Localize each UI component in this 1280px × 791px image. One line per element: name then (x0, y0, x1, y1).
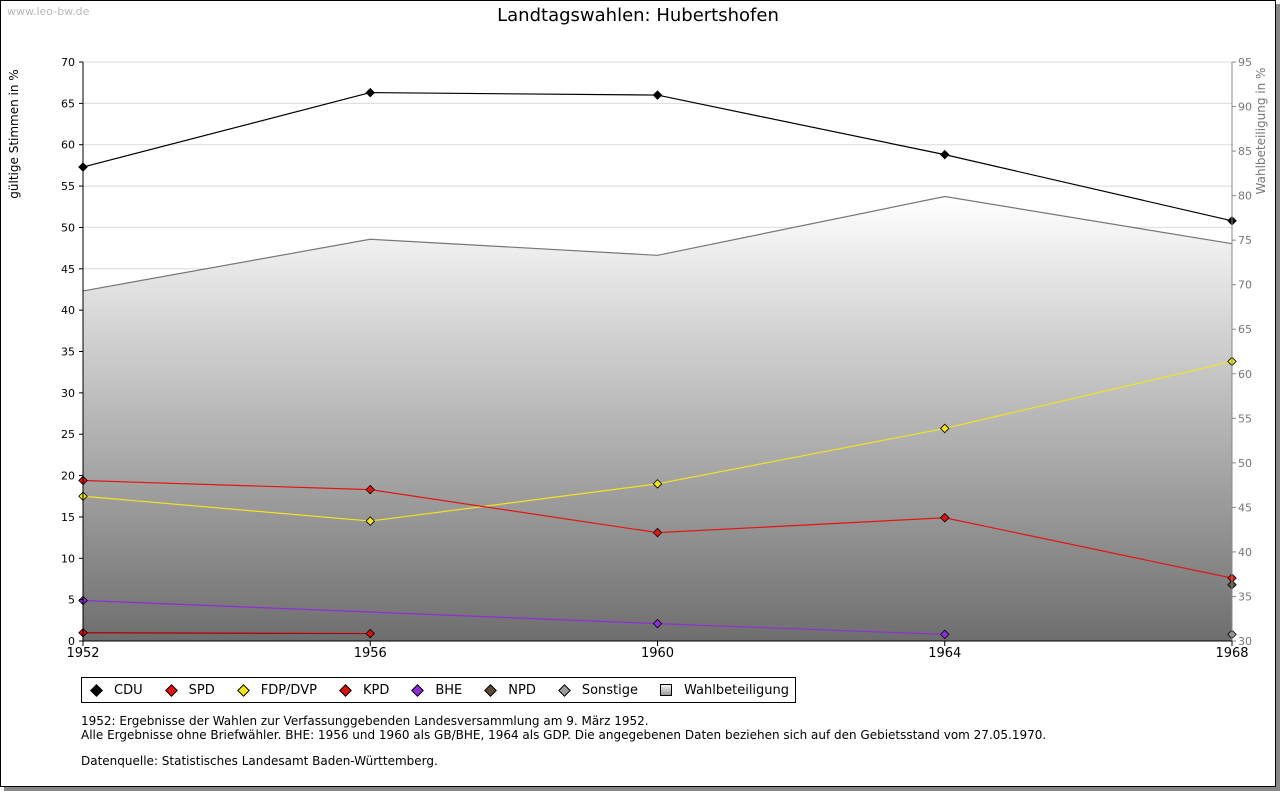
y-right-tick-label: 50 (1238, 457, 1252, 470)
legend-label: SPD (188, 682, 215, 698)
legend-label: FDP/DVP (260, 682, 317, 698)
footnote-1952: 1952: Ergebnisse der Wahlen zur Verfassu… (81, 714, 649, 728)
data-point-spd (652, 527, 663, 538)
legend-item-bhe: BHE (411, 683, 462, 698)
series-line-spd (944, 517, 1233, 579)
y-left-tick-label: 20 (61, 470, 75, 483)
legend-label: BHE (435, 682, 463, 698)
data-point-kpd (365, 628, 376, 639)
legend-item-npd: NPD (484, 683, 536, 698)
series-line-fdp-dvp (370, 483, 658, 522)
y-left-tick-label: 60 (61, 139, 75, 152)
x-tick-label: 1960 (641, 646, 674, 661)
legend-marker-icon (484, 683, 498, 697)
data-point-spd (365, 484, 376, 495)
y-left-tick-label: 50 (61, 221, 75, 234)
y-right-tick-label: 80 (1238, 190, 1252, 203)
legend-marker-icon (164, 683, 178, 697)
data-point-fdp-dvp (652, 479, 663, 489)
legend-label: NPD (508, 682, 536, 698)
series-line-cdu (370, 92, 658, 96)
y-right-tick-label: 55 (1238, 412, 1252, 425)
y-left-tick-label: 55 (61, 180, 75, 193)
series-line-cdu (657, 94, 945, 156)
series-line-fdp-dvp (657, 427, 945, 485)
y-right-tick-label: 90 (1238, 101, 1252, 114)
y-left-tick-label: 25 (61, 428, 75, 441)
series-line-kpd (82, 632, 371, 635)
y-left-tick-label: 35 (61, 346, 75, 359)
watermark: www.leo-bw.de (7, 5, 90, 18)
series-line-fdp-dvp (82, 495, 371, 522)
chart-plot: 0 5 10 15 20 25 30 35 40 45 50 55 60 65 70 30 35 40 45 50 55… (7, 56, 1268, 661)
y-right-tick-label: 60 (1238, 368, 1252, 381)
data-point-cdu (365, 87, 376, 98)
series-line-fdp-dvp (944, 360, 1233, 430)
y-axis-left-label: gültige Stimmen in % (7, 69, 21, 198)
series-line-spd (82, 479, 371, 491)
data-point-cdu (652, 90, 663, 100)
legend-label: Sonstige (581, 682, 639, 698)
series-line-bhe (82, 599, 658, 625)
y-left-tick-label: 45 (61, 263, 75, 276)
data-point-bhe (652, 618, 663, 629)
y-right-tick-label: 85 (1238, 145, 1252, 158)
data-point-fdp-dvp (365, 516, 376, 526)
chart-title: Landtagswahlen: Hubertshofen (497, 5, 779, 26)
legend-item-kpd: KPD (339, 683, 389, 698)
y-left-tick-label: 40 (61, 304, 75, 317)
y-right-tick-label: 75 (1238, 234, 1252, 247)
y-right-tick-label: 30 (1238, 635, 1252, 648)
series-line-cdu (944, 154, 1233, 222)
footnotes: 1952: Ergebnisse der Wahlen zur Verfassu… (81, 714, 1046, 768)
series-line-spd (370, 489, 658, 534)
y-left-tick-label: 15 (61, 511, 75, 524)
y-left-tick-label: 5 (68, 594, 75, 607)
y-right-tick-label: 65 (1238, 323, 1252, 336)
legend-item-wahlbeteiligung: Wahlbeteiligung (660, 683, 789, 698)
y-right-tick-label: 45 (1238, 501, 1252, 514)
y-left-tick-label: 30 (61, 387, 75, 400)
x-tick-label: 1968 (1215, 646, 1248, 661)
legend-label: CDU (114, 682, 143, 698)
turnout-line (82, 195, 1233, 292)
y-right-tick-label: 95 (1238, 56, 1252, 69)
x-tick-label: 1956 (354, 646, 387, 661)
legend-label: Wahlbeteiligung (684, 682, 790, 698)
y-right-tick-label: 70 (1238, 279, 1252, 292)
legend-marker-icon (236, 683, 250, 697)
data-point-spd (939, 512, 950, 523)
y-left-tick-label: 70 (61, 56, 75, 69)
data-point-bhe (939, 629, 950, 640)
series-line-bhe (657, 623, 945, 635)
legend: CDU SPD FDP/DVP KPD BHE NPD Sonstige Wahlbeteil… (81, 677, 797, 703)
legend-marker-icon (339, 683, 352, 697)
data-point-cdu (939, 149, 950, 160)
y-left-tick-label: 10 (61, 552, 75, 565)
turnout-area (83, 196, 1232, 641)
legend-marker-icon (90, 683, 103, 697)
x-tick-label: 1952 (66, 646, 99, 661)
legend-item-fdp-dvp: FDP/DVP (236, 682, 317, 698)
footnote-briefwaehler: Alle Ergebnisse ohne Briefwähler. BHE: 1… (81, 728, 1047, 742)
legend-marker-icon (411, 683, 425, 697)
series-line-cdu (82, 92, 371, 168)
legend-item-cdu: CDU (90, 683, 143, 698)
y-axis-right-label: Wahlbeteiligung in % (1254, 68, 1268, 195)
legend-item-sonstige: Sonstige (557, 682, 639, 698)
data-point-fdp-dvp (939, 423, 950, 434)
legend-label: KPD (362, 682, 390, 698)
y-left-tick-label: 0 (68, 635, 75, 648)
y-left-tick-label: 65 (61, 97, 75, 110)
x-tick-label: 1964 (928, 646, 961, 661)
series-line-spd (657, 517, 945, 534)
legend-area-icon (660, 684, 673, 696)
legend-item-spd: SPD (164, 682, 215, 698)
legend-marker-icon (557, 683, 571, 697)
footnote-source: Datenquelle: Statistisches Landesamt Bad… (81, 754, 438, 768)
y-right-tick-label: 35 (1238, 590, 1252, 603)
y-right-tick-label: 40 (1238, 546, 1252, 559)
